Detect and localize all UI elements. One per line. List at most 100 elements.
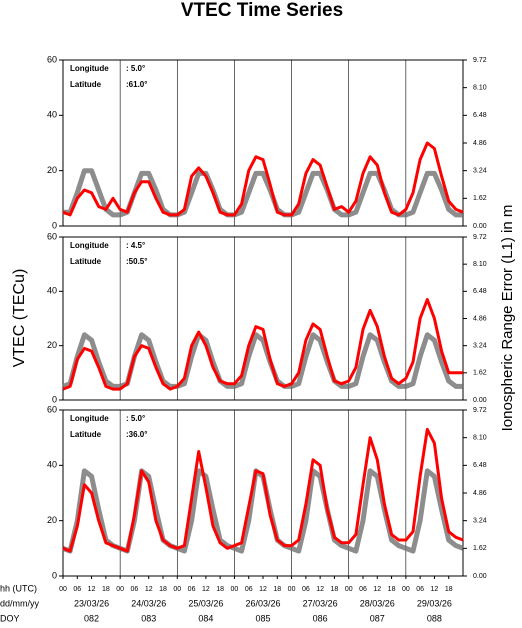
x-tick-label: 00	[288, 586, 296, 593]
median-line	[63, 168, 463, 218]
plot-frame	[62, 236, 464, 401]
annotation-label: Longitude	[70, 414, 109, 423]
row-label: dd/mm/yy	[0, 598, 40, 608]
y-tick-label: 0	[52, 394, 57, 404]
y2-tick-label: 4.86	[473, 315, 487, 322]
y-tick-label: 60	[47, 54, 57, 64]
y-tick-label: 40	[47, 110, 57, 120]
y2-tick-label: 8.10	[473, 85, 487, 92]
x-tick-label: 18	[331, 586, 339, 593]
y-tick-label: 60	[47, 404, 57, 414]
x-tick-label: 12	[373, 586, 381, 593]
x-tick-label: 06	[131, 586, 139, 593]
y2-tick-label: 3.24	[473, 518, 487, 525]
y2-tick-label: 4.86	[473, 490, 487, 497]
date-label: 28/03/26	[360, 598, 395, 608]
y2-tick-label: 1.62	[473, 195, 487, 202]
annotation-value: :61.0°	[126, 80, 147, 89]
x-tick-label: 18	[388, 586, 396, 593]
y2-tick-label: 0.00	[473, 223, 487, 230]
x-tick-label: 06	[359, 586, 367, 593]
doy-label: 086	[313, 613, 328, 623]
y2-tick-label: 8.10	[473, 261, 487, 268]
x-tick-label: 12	[202, 586, 210, 593]
x-tick-label: 12	[316, 586, 324, 593]
x-tick-label: 06	[416, 586, 424, 593]
date-label: 26/03/26	[245, 598, 280, 608]
chart-title: VTEC Time Series	[181, 0, 343, 21]
vtec-line	[62, 427, 464, 553]
y2-tick-label: 9.72	[473, 57, 487, 64]
y-tick-label: 20	[47, 165, 57, 175]
y2-tick-label: 6.48	[473, 112, 487, 119]
y-tick-label: 20	[47, 340, 57, 350]
x-tick-label: 00	[345, 586, 353, 593]
x-tick-label: 06	[188, 586, 196, 593]
x-tick-label: 18	[445, 586, 453, 593]
vtec-line	[62, 141, 464, 217]
y2-tick-label: 1.62	[473, 370, 487, 377]
y2-tick-label: 3.24	[473, 343, 487, 350]
x-tick-label: 18	[273, 586, 281, 593]
date-label: 27/03/26	[303, 598, 338, 608]
y2-tick-label: 1.62	[473, 545, 487, 552]
x-tick-label: 06	[73, 586, 81, 593]
y2-tick-label: 0.00	[473, 397, 487, 404]
y2-tick-label: 8.10	[473, 435, 487, 442]
annotation-label: Latitude	[70, 430, 102, 439]
y-tick-label: 40	[47, 286, 57, 296]
x-tick-label: 06	[302, 586, 310, 593]
y-tick-label: 40	[47, 460, 57, 470]
doy-label: 088	[427, 613, 442, 623]
y2-tick-label: 9.72	[473, 234, 487, 241]
x-tick-label: 00	[116, 586, 124, 593]
doy-label: 084	[198, 613, 213, 623]
annotation-label: Latitude	[70, 257, 102, 266]
x-tick-label: 18	[159, 586, 167, 593]
y2-tick-label: 4.86	[473, 140, 487, 147]
date-label: 29/03/26	[417, 598, 452, 608]
annotation-value: : 4.5°	[126, 241, 145, 250]
annotation-label: Longitude	[70, 241, 109, 250]
x-tick-label: 18	[216, 586, 224, 593]
y2-tick-label: 3.24	[473, 168, 487, 175]
x-tick-label: 06	[245, 586, 253, 593]
x-tick-label: 12	[145, 586, 153, 593]
doy-label: 085	[255, 613, 270, 623]
y-tick-label: 0	[52, 570, 57, 580]
y2-tick-label: 6.48	[473, 462, 487, 469]
y-axis-label: VTEC (TECu)	[11, 269, 28, 368]
x-tick-label: 18	[102, 586, 110, 593]
row-label: hh (UTC)	[0, 583, 37, 593]
x-tick-label: 00	[173, 586, 181, 593]
doy-label: 082	[84, 613, 99, 623]
date-label: 23/03/26	[74, 598, 109, 608]
doy-label: 083	[141, 613, 156, 623]
y-tick-label: 0	[52, 220, 57, 230]
annotation-value: :50.5°	[126, 257, 147, 266]
x-tick-label: 12	[431, 586, 439, 593]
y-tick-label: 20	[47, 515, 57, 525]
annotation-value: : 5.0°	[126, 414, 145, 423]
x-tick-label: 12	[259, 586, 267, 593]
date-label: 24/03/26	[131, 598, 166, 608]
annotation-value: :36.0°	[126, 430, 147, 439]
x-tick-label: 00	[59, 586, 67, 593]
annotation-label: Longitude	[70, 64, 109, 73]
annotation-label: Latitude	[70, 80, 102, 89]
y2-tick-label: 6.48	[473, 288, 487, 295]
vtec-line	[62, 298, 463, 391]
y2-tick-label: 0.00	[473, 573, 487, 580]
row-label: DOY	[0, 613, 20, 623]
date-label: 25/03/26	[188, 598, 223, 608]
x-tick-label: 00	[231, 586, 239, 593]
plot-frame	[62, 59, 464, 227]
y2-tick-label: 9.72	[473, 407, 487, 414]
annotation-value: : 5.0°	[126, 64, 145, 73]
x-tick-label: 12	[88, 586, 96, 593]
y-tick-label: 60	[47, 231, 57, 241]
doy-label: 087	[370, 613, 385, 623]
y2-axis-label: Ionospheric Range Error (L1) in m	[499, 205, 516, 432]
x-tick-label: 00	[402, 586, 410, 593]
